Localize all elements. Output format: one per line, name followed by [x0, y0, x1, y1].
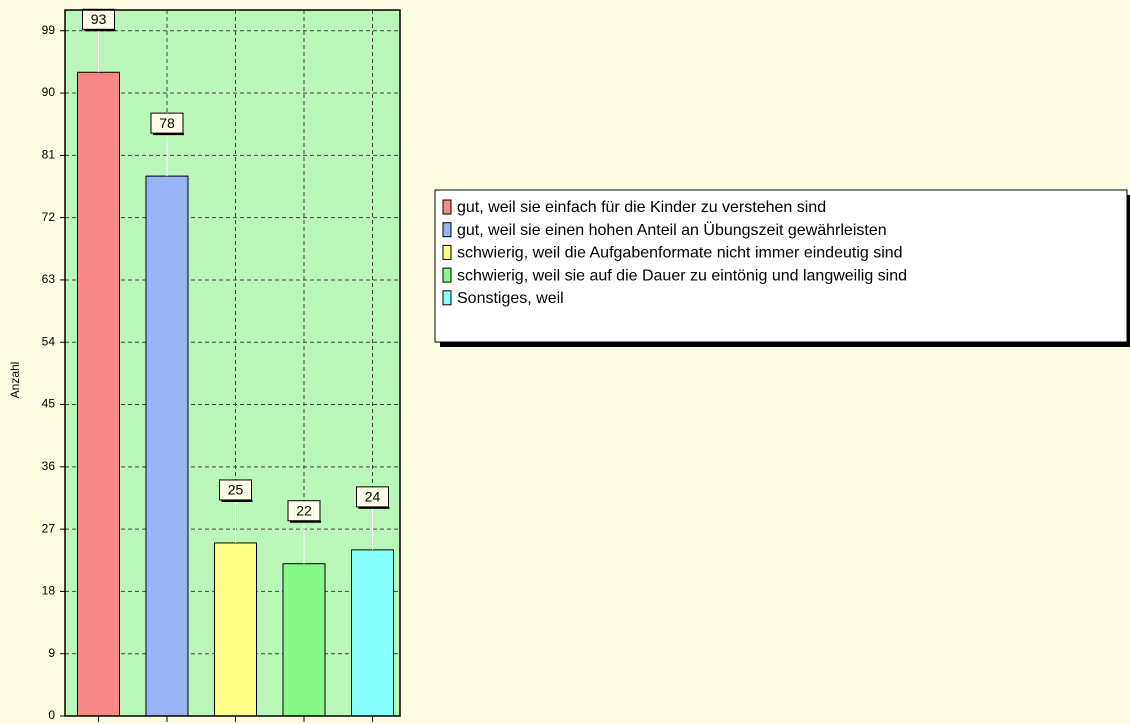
legend-swatch: [442, 267, 452, 283]
legend-label: Sonstiges, weil: [457, 290, 564, 307]
value-label: 25: [228, 482, 244, 498]
y-axis-label: Anzahl: [8, 362, 22, 399]
bar: [214, 542, 257, 717]
y-tick-label: 45: [42, 397, 56, 411]
y-tick-label: 9: [48, 646, 55, 660]
y-tick-label: 0: [48, 708, 55, 722]
y-tick-label: 27: [42, 521, 56, 535]
value-label: 22: [296, 502, 312, 518]
y-tick-label: 36: [42, 459, 56, 473]
y-tick-label: 54: [42, 334, 56, 348]
bar: [282, 563, 326, 717]
legend-swatch: [442, 290, 452, 306]
legend-swatch: [442, 244, 452, 260]
value-label: 78: [159, 115, 175, 131]
y-tick-label: 18: [42, 584, 56, 598]
y-tick-label: 63: [42, 272, 56, 286]
plot-frame: [64, 9, 401, 717]
legend-label: schwierig, weil die Aufgabenformate nich…: [457, 245, 903, 262]
y-tick-label: 81: [42, 148, 56, 162]
value-label: 93: [91, 11, 107, 27]
legend-label: schwierig, weil sie auf die Dauer zu ein…: [457, 267, 907, 284]
legend-swatch: [442, 199, 452, 215]
value-label: 24: [365, 489, 381, 505]
bar: [77, 71, 120, 717]
y-tick-label: 99: [42, 23, 56, 37]
legend-swatch: [442, 222, 452, 238]
legend: [434, 189, 1128, 343]
bar: [351, 549, 394, 717]
bar: [145, 175, 189, 717]
y-tick-label: 72: [42, 210, 56, 224]
y-tick-label: 90: [42, 85, 56, 99]
legend-label: gut, weil sie einfach für die Kinder zu …: [457, 199, 826, 216]
legend-label: gut, weil sie einen hohen Anteil an Übun…: [457, 221, 887, 239]
